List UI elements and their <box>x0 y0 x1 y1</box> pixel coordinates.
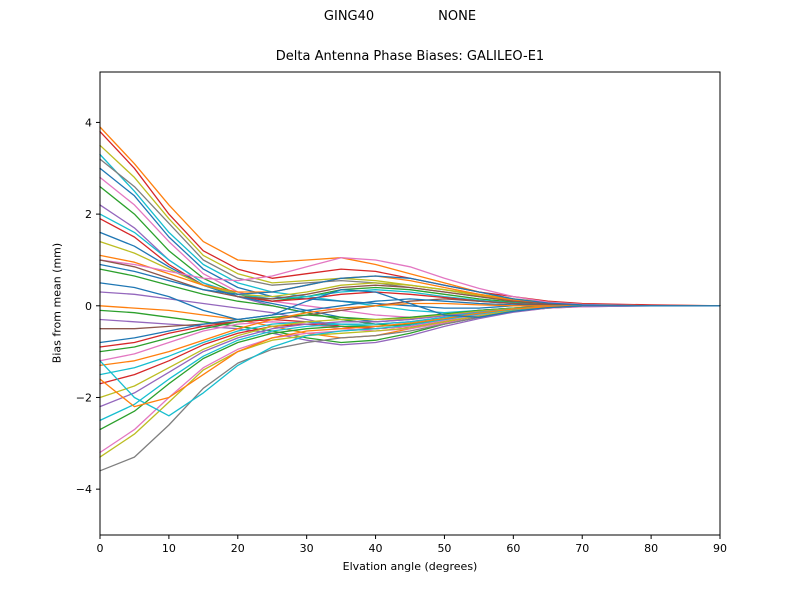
y-axis-label: Bias from mean (mm) <box>50 242 64 364</box>
suptitle-mode: NONE <box>438 9 477 24</box>
chart-title: Delta Antenna Phase Biases: GALILEO-E1 <box>275 49 545 64</box>
svg-text:50: 50 <box>437 542 451 555</box>
svg-text:70: 70 <box>575 542 589 555</box>
figure-suptitle: GING40 NONE <box>0 9 800 24</box>
svg-text:2: 2 <box>85 208 92 221</box>
x-axis-label: Elvation angle (degrees) <box>342 560 478 573</box>
svg-text:−2: −2 <box>76 391 92 404</box>
svg-text:4: 4 <box>85 116 92 129</box>
svg-text:80: 80 <box>644 542 658 555</box>
svg-text:40: 40 <box>369 542 383 555</box>
suptitle-run-id: GING40 <box>323 9 375 24</box>
svg-text:−4: −4 <box>76 483 92 496</box>
svg-text:90: 90 <box>713 542 727 555</box>
svg-text:0: 0 <box>85 300 92 313</box>
svg-text:10: 10 <box>162 542 176 555</box>
svg-text:30: 30 <box>300 542 314 555</box>
svg-text:0: 0 <box>97 542 104 555</box>
svg-text:60: 60 <box>506 542 520 555</box>
svg-text:20: 20 <box>231 542 245 555</box>
